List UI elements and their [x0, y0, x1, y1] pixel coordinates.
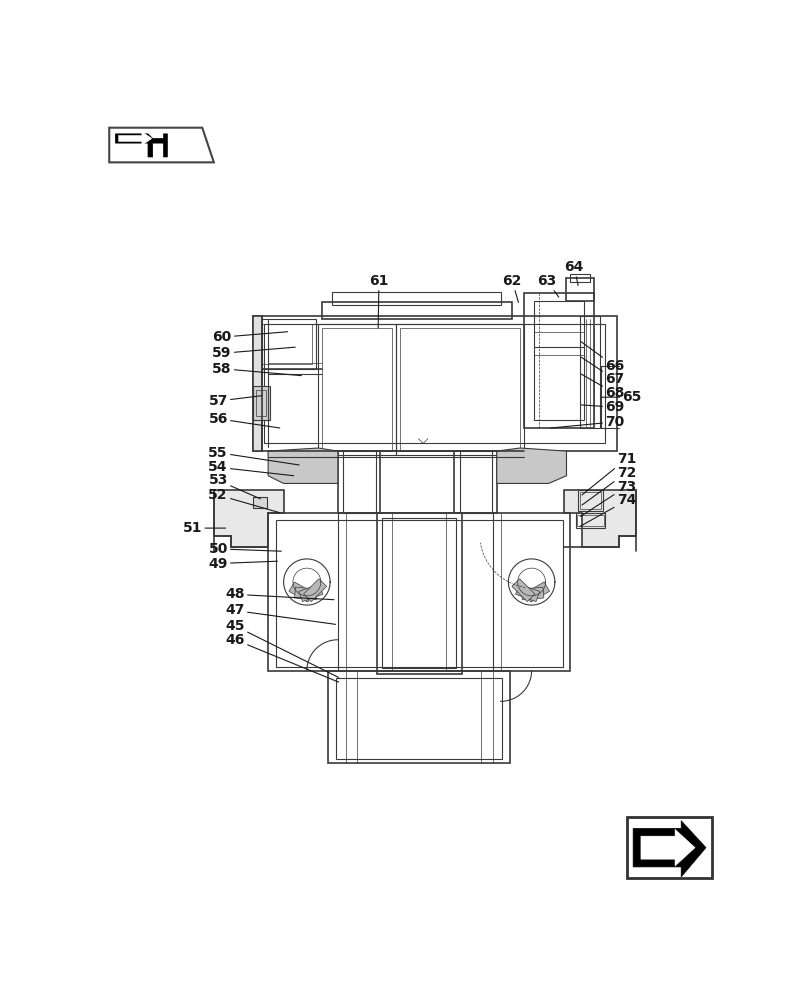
Bar	[252, 497, 266, 508]
Polygon shape	[109, 128, 213, 162]
Text: 71: 71	[581, 452, 636, 495]
Bar	[262, 319, 315, 369]
Bar	[399, 328, 519, 451]
Bar	[332, 292, 500, 305]
Bar	[534, 301, 584, 420]
Bar	[264, 324, 604, 443]
Polygon shape	[633, 821, 705, 877]
Text: 65: 65	[601, 390, 641, 404]
Text: 73: 73	[580, 480, 635, 517]
Bar	[322, 328, 392, 451]
Text: 49: 49	[208, 557, 277, 571]
Text: 54: 54	[208, 460, 294, 476]
Text: 58: 58	[212, 362, 301, 376]
Text: 74: 74	[579, 493, 636, 527]
Polygon shape	[640, 829, 694, 866]
Bar	[252, 316, 616, 451]
Polygon shape	[511, 579, 534, 602]
Polygon shape	[294, 587, 317, 600]
Bar	[382, 518, 456, 668]
Bar	[322, 302, 512, 319]
Polygon shape	[115, 134, 167, 157]
Polygon shape	[118, 132, 152, 145]
Bar	[580, 316, 599, 428]
Text: 59: 59	[212, 346, 295, 360]
Text: 47: 47	[225, 603, 335, 624]
Polygon shape	[496, 448, 566, 483]
Text: 60: 60	[212, 330, 287, 344]
Text: 61: 61	[369, 274, 388, 328]
Bar	[577, 515, 603, 526]
Text: 46: 46	[225, 633, 338, 682]
Text: 68: 68	[581, 374, 624, 400]
Bar	[376, 513, 461, 674]
Bar	[577, 490, 603, 511]
Bar	[580, 492, 600, 509]
Bar	[575, 513, 604, 528]
Polygon shape	[298, 584, 323, 602]
Polygon shape	[303, 579, 326, 602]
Text: 48: 48	[225, 587, 333, 601]
Polygon shape	[515, 584, 539, 602]
Bar	[335, 678, 501, 759]
Text: 50: 50	[208, 542, 281, 556]
Polygon shape	[525, 582, 549, 602]
Bar	[252, 386, 269, 420]
Bar	[343, 451, 375, 513]
Polygon shape	[213, 490, 283, 547]
Bar	[318, 324, 396, 455]
Bar	[276, 520, 562, 667]
Text: 55: 55	[208, 446, 298, 465]
Text: 70: 70	[551, 415, 624, 429]
Bar	[268, 513, 569, 671]
Polygon shape	[564, 490, 636, 547]
Text: 52: 52	[208, 488, 280, 513]
Bar	[569, 274, 589, 282]
Bar	[566, 278, 593, 301]
Text: 67: 67	[581, 357, 624, 386]
Bar	[626, 817, 711, 878]
Text: 69: 69	[581, 400, 624, 414]
Polygon shape	[289, 582, 313, 602]
Polygon shape	[521, 587, 543, 600]
Bar	[262, 324, 312, 364]
Bar	[453, 451, 496, 513]
Text: 64: 64	[564, 260, 583, 286]
Text: 51: 51	[182, 521, 225, 535]
Text: 72: 72	[581, 466, 636, 505]
Bar	[523, 293, 593, 428]
Bar	[396, 324, 523, 455]
Text: 57: 57	[208, 394, 262, 408]
Bar	[328, 671, 509, 763]
Text: 56: 56	[208, 412, 280, 428]
Bar	[256, 389, 265, 416]
Text: 63: 63	[537, 274, 558, 297]
Text: 62: 62	[502, 274, 521, 302]
Bar	[252, 316, 262, 451]
Text: 66: 66	[581, 342, 624, 373]
Bar	[459, 451, 491, 513]
Text: 53: 53	[208, 473, 260, 499]
Polygon shape	[268, 448, 337, 483]
Bar	[337, 451, 380, 513]
Text: 45: 45	[225, 619, 338, 677]
